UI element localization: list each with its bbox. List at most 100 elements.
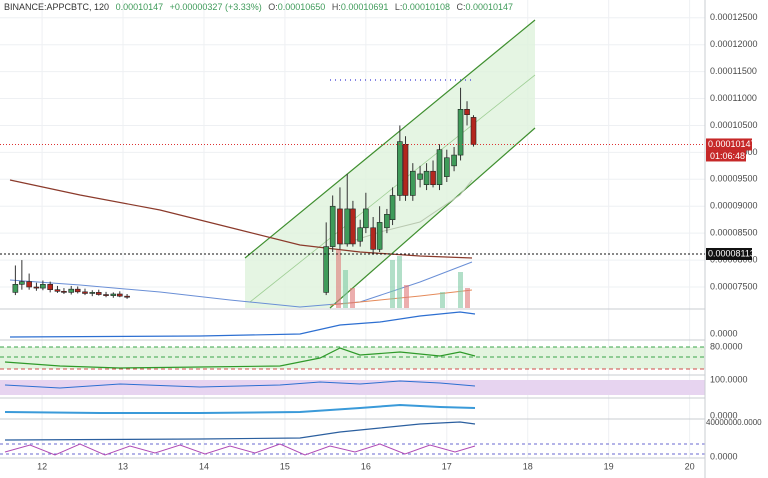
candle-body xyxy=(436,149,443,185)
pane-label: 100.0000 xyxy=(710,374,748,384)
rsi-line xyxy=(4,347,476,369)
l-value: 0.00010108 xyxy=(402,2,450,12)
candle-body xyxy=(61,291,67,293)
candle-body xyxy=(68,288,75,293)
c-value: 0.00010147 xyxy=(466,2,514,12)
volume-bar xyxy=(458,272,463,308)
o-label: O: xyxy=(268,2,278,12)
stoch-band xyxy=(0,380,705,395)
macd-line xyxy=(9,311,476,338)
candle-body xyxy=(110,293,117,296)
y-tick-label: 0.00008500 xyxy=(710,228,758,238)
candle-body xyxy=(451,154,457,167)
ma-light xyxy=(339,179,473,246)
candle-body xyxy=(19,281,25,285)
candle-body xyxy=(410,170,416,196)
candle-body xyxy=(370,227,376,250)
stoch-line xyxy=(4,380,476,389)
c-label: C: xyxy=(457,2,466,12)
candle-body xyxy=(26,281,32,288)
x-tick-label: 16 xyxy=(361,461,371,471)
countdown-label: 01:06:48 xyxy=(710,151,745,161)
candle-body xyxy=(384,214,390,229)
candle-body xyxy=(397,141,403,196)
channel-fill xyxy=(245,20,535,308)
o-value: 0.00010650 xyxy=(278,2,326,12)
marked-price-label: 0.00008113 xyxy=(708,248,755,258)
candle-body xyxy=(40,284,46,289)
ma-mid xyxy=(9,261,473,308)
h-label: H: xyxy=(332,2,341,12)
candle-body xyxy=(376,222,383,250)
y-tick-label: 0.00012000 xyxy=(710,39,758,49)
x-tick-label: 15 xyxy=(280,461,290,471)
candle-body xyxy=(430,170,436,185)
x-tick-label: 20 xyxy=(685,461,695,471)
volume-bar xyxy=(404,285,409,308)
candles xyxy=(12,87,477,299)
candle-body xyxy=(329,205,336,247)
y-tick-label: 0.00011000 xyxy=(710,93,757,103)
pane-labels: 0.0000 80.0000 100.0000 0.0000 40000000.… xyxy=(706,328,762,461)
candle-body xyxy=(402,144,409,196)
candle-body xyxy=(33,286,40,289)
volume-bar xyxy=(465,288,470,308)
candle-body xyxy=(47,284,53,290)
candle-body xyxy=(54,289,61,292)
candle-body xyxy=(74,288,81,293)
pane-label: 40000000.0000 xyxy=(706,418,762,427)
x-tick-label: 17 xyxy=(442,461,452,471)
header-change: +0.00000327 (+3.33%) xyxy=(170,2,262,12)
candle-body xyxy=(417,173,423,180)
h-value: 0.00010691 xyxy=(341,2,389,12)
y-tick-label: 0.00009500 xyxy=(710,174,758,184)
volume xyxy=(336,250,470,308)
countdown-tag xyxy=(706,150,746,162)
candle-body xyxy=(423,170,430,185)
osc-line xyxy=(4,443,476,456)
candle-body xyxy=(116,293,123,297)
candle-body xyxy=(464,109,470,115)
candle-body xyxy=(323,246,329,293)
x-tick-label: 19 xyxy=(604,461,614,471)
x-tick-label: 13 xyxy=(118,461,128,471)
pane-label: 0.0000 xyxy=(710,451,738,461)
volume-bar xyxy=(343,270,348,308)
header: BINANCE:APPCBTC, 120 0.00010147 +0.00000… xyxy=(4,2,513,12)
obv-line xyxy=(4,421,476,441)
x-tick-label: 14 xyxy=(199,461,209,471)
candle-body xyxy=(124,295,130,298)
last-price-label: 0.00010147 xyxy=(708,139,756,149)
volume-bar xyxy=(397,256,402,308)
candle-body xyxy=(95,292,102,295)
x-tick-label: 12 xyxy=(37,461,47,471)
candle-body xyxy=(389,195,396,220)
candle-body xyxy=(457,109,464,156)
volume-bar xyxy=(336,250,341,308)
channel-lower xyxy=(329,127,536,309)
y-tick-label: 0.00012500 xyxy=(710,12,758,22)
y-tick-label: 0.00007500 xyxy=(710,281,758,291)
candle-body xyxy=(89,292,96,294)
adx-line xyxy=(4,403,476,414)
volume-bar xyxy=(440,292,445,308)
candle-body xyxy=(470,117,477,145)
candle-body xyxy=(337,208,343,245)
ma-slow xyxy=(9,179,473,259)
x-tick-label: 18 xyxy=(523,461,533,471)
pane-label: 0.0000 xyxy=(710,328,738,338)
l-label: L: xyxy=(395,2,403,12)
volume-bar xyxy=(390,260,395,308)
y-tick-label: 0.00010500 xyxy=(710,120,758,130)
symbol: BINANCE:APPCBTC, 120 xyxy=(4,2,109,12)
candle-body xyxy=(344,208,351,245)
candle-body xyxy=(12,284,19,293)
candle-body xyxy=(357,227,363,242)
channel-upper xyxy=(244,19,536,259)
header-price: 0.00010147 xyxy=(116,2,164,12)
volume-bar xyxy=(350,288,355,308)
candle-body xyxy=(363,208,369,229)
rsi-band xyxy=(0,347,705,369)
pane-label: 80.0000 xyxy=(710,341,743,351)
